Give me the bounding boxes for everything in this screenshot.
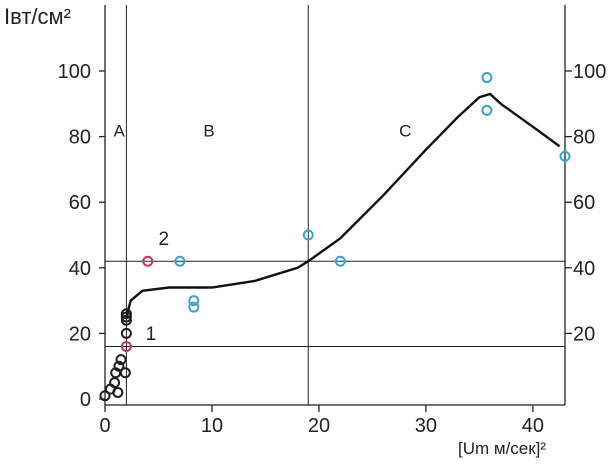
data-point	[99, 390, 111, 402]
right-y-tick-label: 40	[573, 258, 595, 280]
x-tick-label: 40	[522, 415, 544, 437]
data-point	[119, 367, 131, 379]
data-point	[120, 341, 132, 353]
data-point	[302, 229, 314, 241]
annotations: 12	[146, 229, 169, 345]
y-tick-label: 0	[80, 389, 91, 411]
data-points	[99, 72, 571, 402]
x-tick-label: 30	[415, 415, 437, 437]
region-label-C: C	[399, 121, 411, 140]
right-y-tick-label: 20	[573, 323, 595, 345]
x-tick-label: 20	[308, 415, 330, 437]
annotation-1: 1	[146, 324, 157, 345]
data-point	[188, 295, 200, 307]
data-point	[559, 150, 571, 162]
y-tick-label: 40	[69, 258, 91, 280]
data-point	[174, 255, 186, 267]
y-tick-label: 60	[69, 192, 91, 214]
data-point	[142, 255, 154, 267]
y-axis-label: Iвт/см²	[4, 4, 71, 29]
fit-curve	[125, 92, 561, 318]
x-tick-label: 10	[201, 415, 223, 437]
x-axis-label: [Um м/сек]²	[458, 439, 546, 458]
right-y-ticks: 20 40 60 80 100	[565, 61, 606, 345]
region-label-A: A	[114, 121, 126, 140]
data-point	[188, 301, 200, 313]
annotation-2: 2	[158, 229, 169, 250]
y-ticks: 0 20 40 60 80 100	[58, 61, 105, 411]
reference-lines	[105, 5, 565, 405]
data-point	[481, 104, 493, 116]
y-tick-label: 80	[69, 127, 91, 149]
x-ticks: 0 10 20 30 40	[99, 405, 544, 437]
y-tick-label: 100	[58, 61, 91, 83]
y-tick-label: 20	[69, 323, 91, 345]
right-y-tick-label: 60	[573, 192, 595, 214]
region-label-B: B	[203, 121, 214, 140]
data-point	[115, 354, 127, 366]
data-point	[120, 314, 132, 326]
right-y-tick-label: 80	[573, 127, 595, 149]
right-y-tick-label: 100	[573, 61, 606, 83]
data-point	[120, 327, 132, 339]
data-point	[120, 311, 132, 323]
data-point	[120, 308, 132, 320]
axes	[104, 5, 566, 406]
data-point	[113, 360, 125, 372]
data-point	[334, 255, 346, 267]
region-labels: A B C	[114, 121, 412, 140]
data-point	[481, 72, 493, 84]
data-point	[112, 386, 124, 398]
x-tick-label: 0	[99, 415, 110, 437]
